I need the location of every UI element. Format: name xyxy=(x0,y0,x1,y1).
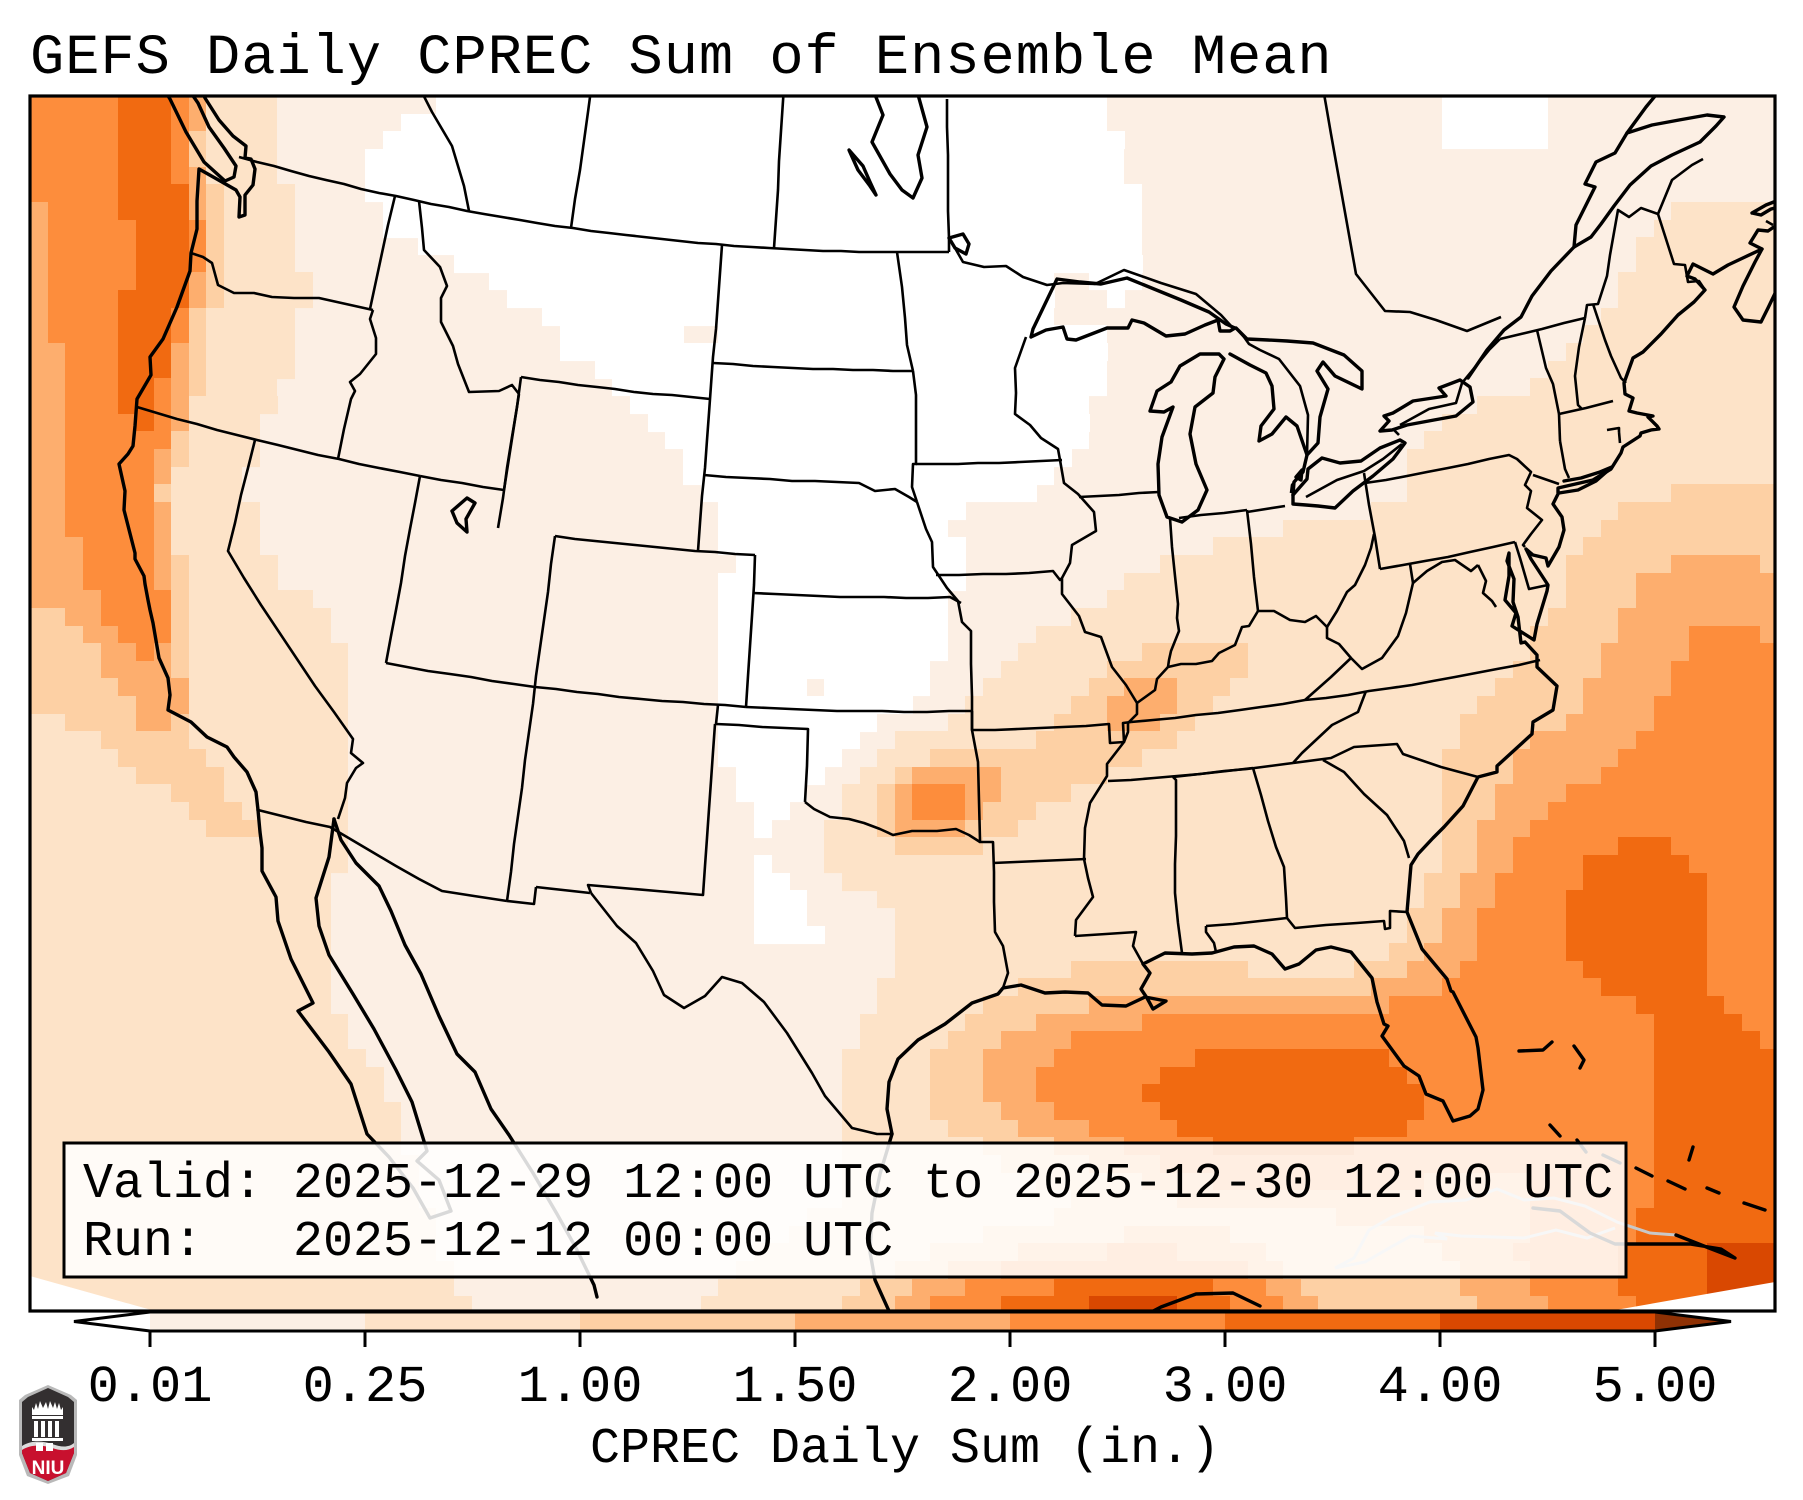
svg-text:3.00: 3.00 xyxy=(1163,1358,1288,1417)
svg-text:1.00: 1.00 xyxy=(518,1358,643,1417)
svg-text:0.25: 0.25 xyxy=(303,1358,428,1417)
svg-text:Valid: 2025-12-29 12:00 UTC to: Valid: 2025-12-29 12:00 UTC to 2025-12-3… xyxy=(83,1156,1613,1213)
svg-text:5.00: 5.00 xyxy=(1593,1358,1718,1417)
svg-text:0.01: 0.01 xyxy=(88,1358,213,1417)
svg-text:CPREC Daily Sum (in.): CPREC Daily Sum (in.) xyxy=(590,1421,1220,1478)
svg-text:4.00: 4.00 xyxy=(1378,1358,1503,1417)
svg-text:GEFS Daily CPREC Sum of Ensemb: GEFS Daily CPREC Sum of Ensemble Mean xyxy=(30,27,1333,91)
svg-text:NIU: NIU xyxy=(32,1458,65,1479)
svg-text:2.00: 2.00 xyxy=(948,1358,1073,1417)
svg-text:Run: 2025-12-12 00:00 UTC: Run: 2025-12-12 00:00 UTC xyxy=(83,1214,893,1271)
svg-text:1.50: 1.50 xyxy=(733,1358,858,1417)
